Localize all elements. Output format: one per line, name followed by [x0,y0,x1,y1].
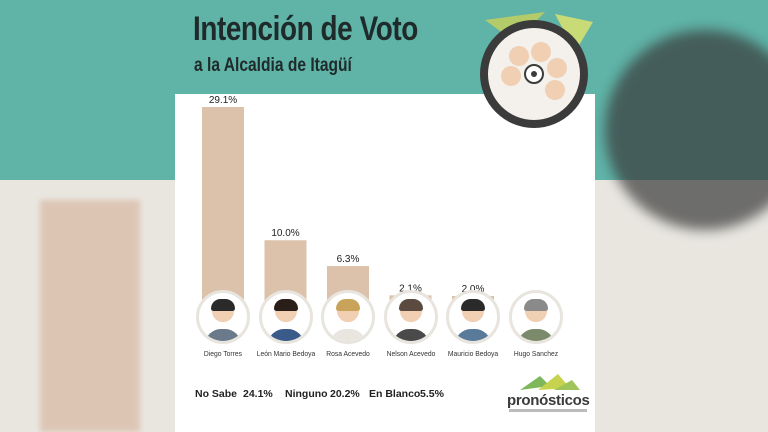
footer-ninguno-value: 20.2% [330,388,360,400]
candidate-name-6: Hugo Sanchez [513,349,558,358]
bar-value-label-1: 29.1% [209,95,237,106]
footer-no-sabe-value: 24.1% [243,388,273,400]
candidate-portrait-6 [508,290,563,344]
footer-en-blanco-value: 5.5% [420,388,444,400]
pronosticos-logo-text: pronósticos [507,392,590,409]
bar-value-label-4: 2.1% [399,283,422,294]
bar-value-label-2: 10.0% [271,228,299,239]
pronosticos-logo-icon [520,374,580,390]
background-left-blur [0,0,175,432]
bar-value-label-5: 2.0% [462,284,485,295]
candidate-name-5: Mauricio Bedoya [447,349,499,358]
background-right-blur [595,0,768,432]
bar-chart: 29.1%10.0%6.3%2.1%2.0%0.7% [202,95,557,310]
candidate-name-1: Diego Torres [203,349,243,358]
candidate-portrait-5 [446,290,500,344]
candidate-wheel-graphic [480,12,593,128]
candidate-name-4: Nelson Acevedo [386,349,435,358]
chart-subtitle: a la Alcaldia de Itagüí [194,55,352,76]
candidate-name-2: León Mario Bedoya [256,349,315,358]
candidate-portrait-4 [383,290,438,344]
infographic-card: Intención de Voto a la Alcaldia de Itagü… [175,0,595,432]
footer-ninguno-label: Ninguno [285,388,328,400]
bar-value-label-3: 6.3% [337,254,360,265]
chart-title: Intención de Voto [193,10,418,48]
logo-tagline-bar [509,409,587,412]
footer-no-sabe-label: No Sabe [195,388,238,400]
candidate-portrait-1 [196,290,250,344]
candidate-portrait-2 [258,290,313,344]
candidate-portrait-3 [321,290,375,344]
candidate-name-3: Rosa Acevedo [326,349,370,358]
bar-1 [202,107,244,310]
footer-en-blanco-label: En Blanco [369,388,421,400]
